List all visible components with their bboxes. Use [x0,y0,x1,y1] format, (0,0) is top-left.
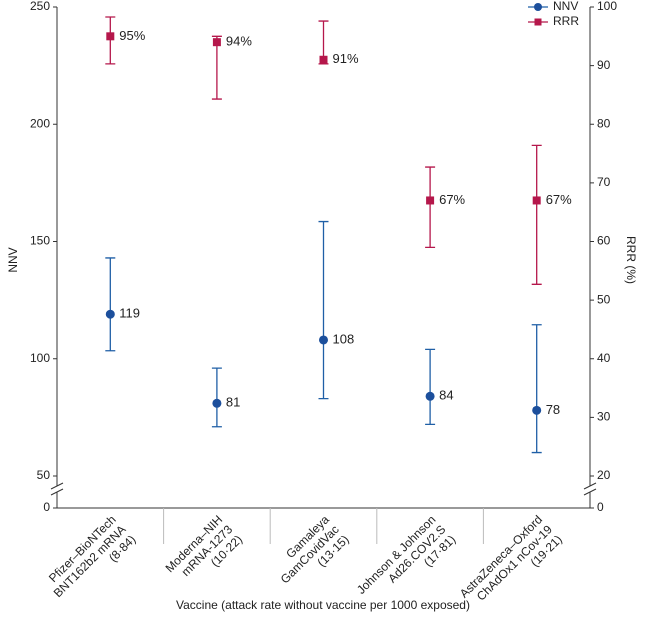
y2-tick-label: 40 [597,351,611,365]
error-bar [211,367,222,428]
y-tick-label: 0 [43,500,50,514]
axis-break [583,482,597,490]
legend-marker [534,3,542,11]
y-tick-label: 100 [30,351,50,365]
y-tick-label: 200 [30,116,50,130]
x-axis-title: Vaccine (attack rate without vaccine per… [176,598,470,612]
error-bar [105,257,116,352]
point [319,335,328,345]
axis-break [50,488,64,496]
data-label: 108 [333,331,355,346]
axis-break [50,482,64,490]
legend-label: RRR [553,14,579,28]
y2-tick-label: 90 [597,58,611,72]
error-bar [211,35,222,100]
point [212,398,222,408]
point [105,309,115,319]
error-bar [105,16,116,65]
data-label: 91% [333,51,359,66]
data-label: 94% [226,34,252,49]
data-label: 67% [546,192,572,207]
error-bar [531,324,542,454]
legend-marker [534,18,542,26]
y-tick-label: 150 [30,234,50,248]
data-label: 84 [439,388,453,403]
y-axis-title: NNV [6,247,20,272]
point [425,391,435,401]
point [426,196,435,205]
y2-tick-label: 70 [597,175,611,189]
error-bar [531,144,542,285]
error-bar [425,348,436,426]
y-tick-label: 50 [37,468,51,482]
legend-label: NNV [553,0,578,13]
y2-tick-label: 60 [597,234,611,248]
point [212,38,221,47]
point [532,196,541,205]
y2-tick-label: 0 [597,500,604,514]
y-tick-label: 250 [30,0,50,13]
point [319,55,328,64]
y2-tick-label: 30 [597,410,611,424]
y2-axis-title: RRR (%) [624,236,638,284]
y2-tick-label: 80 [597,116,611,130]
error-bar [318,220,329,400]
data-label: 95% [119,28,145,43]
error-bar [425,166,436,249]
point [532,405,542,415]
axis-break [583,488,597,496]
data-label: 81 [226,395,240,410]
y2-tick-label: 20 [597,468,611,482]
y2-tick-label: 50 [597,292,611,306]
y-axis [56,7,591,509]
point [106,32,115,41]
data-label: 67% [439,192,465,207]
data-label: 119 [119,306,140,321]
y2-tick-label: 100 [597,0,617,13]
data-label: 78 [546,402,560,417]
